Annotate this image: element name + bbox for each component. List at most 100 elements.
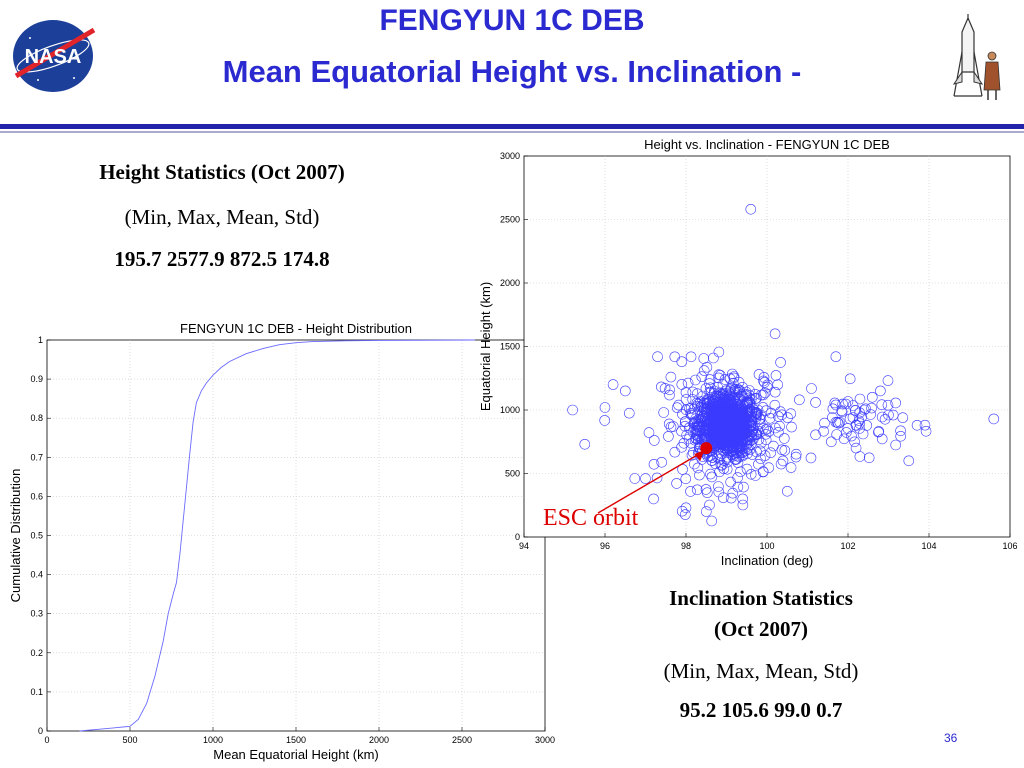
scatter-point <box>671 402 683 414</box>
scatter-point <box>705 404 716 415</box>
scatter-point <box>695 396 706 408</box>
scatter-point <box>876 411 888 423</box>
scatter-point <box>686 409 697 421</box>
scatter-point <box>747 449 758 460</box>
scatter-point <box>769 328 781 340</box>
nasa-logo: NASA <box>13 20 96 92</box>
scatter-points <box>567 204 1000 527</box>
page-number: 36 <box>944 731 958 745</box>
x-axis-label: Inclination (deg) <box>721 553 814 568</box>
scatter-point <box>825 436 837 448</box>
scatter-point <box>728 441 739 452</box>
scatter-point <box>711 414 722 426</box>
scatter-point <box>701 506 712 517</box>
scatter-point <box>713 432 724 444</box>
scatter-point <box>875 385 886 397</box>
y-axis-label: Cumulative Distribution <box>8 469 23 603</box>
scatter-point <box>684 422 695 434</box>
scatter-point <box>858 404 870 416</box>
scatter-point <box>680 509 691 520</box>
scatter-point <box>729 386 740 397</box>
scatter-point <box>850 442 862 454</box>
scatter-point <box>866 391 878 403</box>
scatter-point <box>774 420 785 432</box>
y-tick-label: 3000 <box>500 151 520 161</box>
inclination-stats-subheading: (Min, Max, Mean, Std) <box>663 659 859 683</box>
scatter-point <box>567 404 578 416</box>
y-tick-label: 1000 <box>500 405 520 415</box>
slide-subtitle: Mean Equatorial Height vs. Inclination - <box>222 54 802 89</box>
scatter-point <box>599 402 611 413</box>
scatter-point <box>652 351 663 362</box>
scatter-point <box>702 419 714 430</box>
scatter-point <box>837 398 849 410</box>
scatter-point <box>723 421 734 432</box>
scatter-point <box>664 389 675 401</box>
inclination-stats-heading-2: (Oct 2007) <box>714 617 808 641</box>
scatter-point <box>704 378 715 389</box>
scatter-point <box>726 433 738 445</box>
scatter-point <box>706 471 718 483</box>
cdf-line <box>79 339 475 732</box>
y-tick-label: 0.1 <box>30 687 43 697</box>
scatter-point <box>770 370 782 381</box>
y-tick-label: 2500 <box>500 215 520 225</box>
scatter-point <box>725 492 737 504</box>
scatter-point <box>911 419 923 431</box>
scatter-point <box>883 409 894 421</box>
scatter-point <box>755 437 767 449</box>
scatter-point <box>648 493 659 505</box>
scatter-point <box>805 452 817 464</box>
x-tick-label: 2500 <box>452 735 472 745</box>
scatter-point <box>849 436 860 448</box>
nasa-logo-text: NASA <box>25 46 82 68</box>
scatter-point <box>765 407 777 419</box>
scatter-point <box>734 422 746 434</box>
x-tick-label: 2000 <box>369 735 389 745</box>
scatter-point <box>782 412 793 423</box>
scatter-point <box>709 420 720 432</box>
scatter-point <box>624 407 635 419</box>
scatter-point <box>738 481 749 493</box>
esc-orbit-arrowhead <box>694 450 705 462</box>
x-tick-label: 1500 <box>286 735 306 745</box>
header-rule <box>0 124 1024 129</box>
scatter-point <box>699 412 711 424</box>
scatter-point <box>744 385 755 396</box>
scatter-point <box>718 463 730 475</box>
scatter-point <box>676 505 688 517</box>
scatter-point <box>656 381 667 393</box>
scatter-point <box>680 502 692 514</box>
scatter-point <box>694 469 705 481</box>
scatter-point <box>728 393 740 405</box>
y-axis-label: Equatorial Height (km) <box>478 282 493 411</box>
scatter-point <box>746 431 758 443</box>
scatter-point <box>863 452 875 464</box>
scatter-point <box>778 433 790 444</box>
header-rule-thin <box>0 131 1024 133</box>
scatter-point <box>629 473 641 484</box>
scatter-point <box>731 441 742 453</box>
scatter-point <box>790 451 802 463</box>
scatter-point <box>847 412 859 423</box>
scatter-point <box>850 420 862 431</box>
scatter-point <box>700 425 711 437</box>
scatter-point <box>776 444 788 456</box>
scatter-point <box>680 473 692 485</box>
scatter-point <box>775 406 786 418</box>
scatter-point <box>711 435 723 446</box>
y-tick-label: 1 <box>38 335 43 345</box>
scatter-point <box>761 423 773 435</box>
scatter-point <box>579 438 591 450</box>
scatter-point <box>718 403 730 415</box>
scatter-point <box>757 389 769 401</box>
scatter-point <box>775 458 787 470</box>
scatter-point <box>735 404 747 416</box>
inclination-stats: Inclination Statistics (Oct 2007) (Min, … <box>600 586 922 723</box>
scatter-point <box>687 386 699 398</box>
height-stats-subheading: (Min, Max, Mean, Std) <box>124 205 320 229</box>
scatter-point <box>745 204 757 215</box>
scatter-point <box>741 439 753 451</box>
x-tick-label: 94 <box>519 541 529 551</box>
rocket-illustration <box>952 14 1001 100</box>
